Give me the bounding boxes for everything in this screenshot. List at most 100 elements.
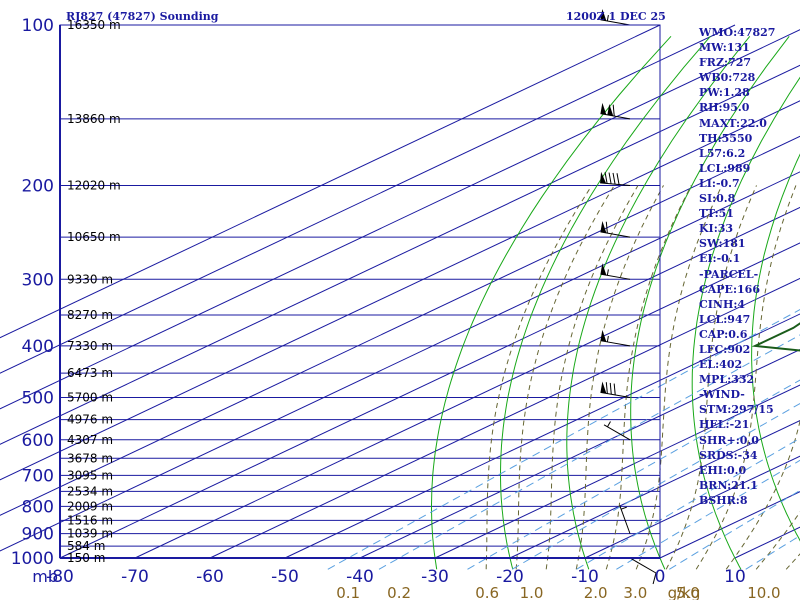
mixing-ratio-label: 10.0 [747, 584, 780, 600]
mixing-ratio-line [511, 402, 800, 570]
index-item: SRDS:-34 [699, 448, 758, 462]
index-item: SI:0.8 [699, 192, 736, 206]
barb-full [605, 221, 608, 234]
barb-staff [600, 113, 631, 120]
temperature-tick-label: 10 [724, 567, 746, 587]
mixing-ratio-label: 0.2 [387, 584, 411, 600]
barb-full [652, 572, 657, 585]
mixing-ratio-label: 0.6 [475, 584, 499, 600]
sounding-traces [751, 322, 800, 352]
pressure-tick-label: 700 [22, 466, 54, 486]
pressure-tick-label: 300 [22, 270, 54, 290]
height-label: 8270 m [67, 308, 113, 322]
isotherm-line [0, 29, 800, 410]
moist-adiabat-lines [485, 185, 800, 570]
dry-adiabat-line [566, 35, 751, 570]
barb-flag [600, 102, 607, 115]
mixing-ratio-label: 2.0 [584, 584, 608, 600]
index-item: EL:402 [699, 358, 743, 372]
barb-staff [600, 231, 631, 238]
moist-adiabat-line [515, 185, 615, 570]
moist-adiabat-line [665, 185, 757, 570]
mixing-ratio-line [616, 459, 800, 570]
isotherm-line [509, 420, 800, 559]
temperature-tick-label: -30 [421, 567, 449, 587]
isotherm-line [134, 242, 800, 559]
index-item: LI:-0.7 [699, 176, 740, 190]
barb-half [606, 335, 609, 342]
height-label: 584 m [67, 539, 105, 553]
height-label: 4976 m [67, 413, 113, 427]
height-label: 4307 m [67, 433, 113, 447]
moist-adiabat-line [605, 185, 692, 570]
pressure-tick-label: 500 [22, 389, 54, 409]
isotherm-line [584, 455, 800, 559]
pressure-tick-label: 900 [22, 525, 54, 545]
temperature-tick-label: -60 [196, 567, 224, 587]
isotherm-line [0, 100, 800, 481]
index-item: RH:95.0 [699, 101, 750, 115]
index-item: SHR+:0.0 [699, 433, 759, 447]
barb-staff [619, 505, 631, 534]
pressure-tick-label: 800 [22, 497, 54, 517]
index-item: LCL:947 [699, 312, 751, 326]
index-item: MPL:332 [699, 373, 755, 387]
height-label: 7330 m [67, 339, 113, 353]
pressure-unit-label: mb [32, 567, 58, 586]
index-item: HEL:-21 [699, 418, 750, 432]
index-item: WMO:47827 [699, 26, 776, 39]
temperature-tick-label: -50 [271, 567, 299, 587]
barb-full [604, 172, 608, 184]
index-item: KI:33 [699, 222, 734, 236]
barb-staff [600, 19, 631, 26]
moist-adiabat-line [545, 185, 639, 570]
moist-adiabat-line [695, 185, 797, 570]
mixing-ratio-line [576, 437, 800, 570]
barb-staff [629, 557, 657, 574]
index-item: TH:5550 [699, 131, 753, 145]
height-label: 5700 m [67, 391, 113, 405]
height-label: 1516 m [67, 513, 113, 527]
barb-full [609, 382, 612, 395]
mixing-ratio-unit-label: g/kg [668, 584, 701, 600]
barb-flag [600, 381, 607, 394]
wind-barb [600, 381, 631, 399]
dry-adiabat-line [691, 76, 800, 570]
height-label: 13860 m [67, 112, 121, 126]
pressure-tick-label: 200 [22, 176, 54, 196]
isotherm-line [359, 348, 800, 559]
index-item: MW:131 [699, 41, 750, 55]
dry-adiabat-line [630, 35, 790, 570]
index-item: CAP:0.6 [699, 327, 748, 341]
barb-full [605, 382, 608, 394]
barb-flag [600, 263, 607, 276]
mixing-ratio-label: 0.1 [336, 584, 360, 600]
barb-half [606, 15, 609, 22]
height-label: 1039 m [67, 527, 113, 541]
barb-half [620, 506, 627, 510]
barb-flag [600, 329, 607, 342]
barb-full [612, 104, 615, 117]
index-item: PW:1.28 [699, 86, 750, 100]
barb-staff [600, 340, 631, 347]
wind-barb [619, 505, 631, 534]
pressure-tick-label: 400 [22, 337, 54, 357]
index-item: FRZ:727 [699, 56, 752, 70]
index-item: TT:51 [699, 207, 734, 221]
temperature-tick-label: -20 [496, 567, 524, 587]
mixing-ratio-label: 3.0 [623, 584, 647, 600]
barb-full [612, 172, 616, 185]
pressure-tick-label: 600 [22, 431, 54, 451]
temperature-tick-label: -80 [46, 567, 74, 587]
barb-full [608, 172, 612, 184]
wind-barb [629, 557, 657, 585]
wind-barb [600, 171, 631, 186]
index-item: -WIND- [699, 388, 745, 402]
barb-flag [607, 104, 614, 116]
mixing-ratio-label: 5.0 [676, 584, 700, 600]
index-item: EI:-0.1 [699, 252, 741, 266]
height-label: 12020 m [67, 178, 121, 192]
index-item: STM:297/15 [699, 403, 774, 417]
